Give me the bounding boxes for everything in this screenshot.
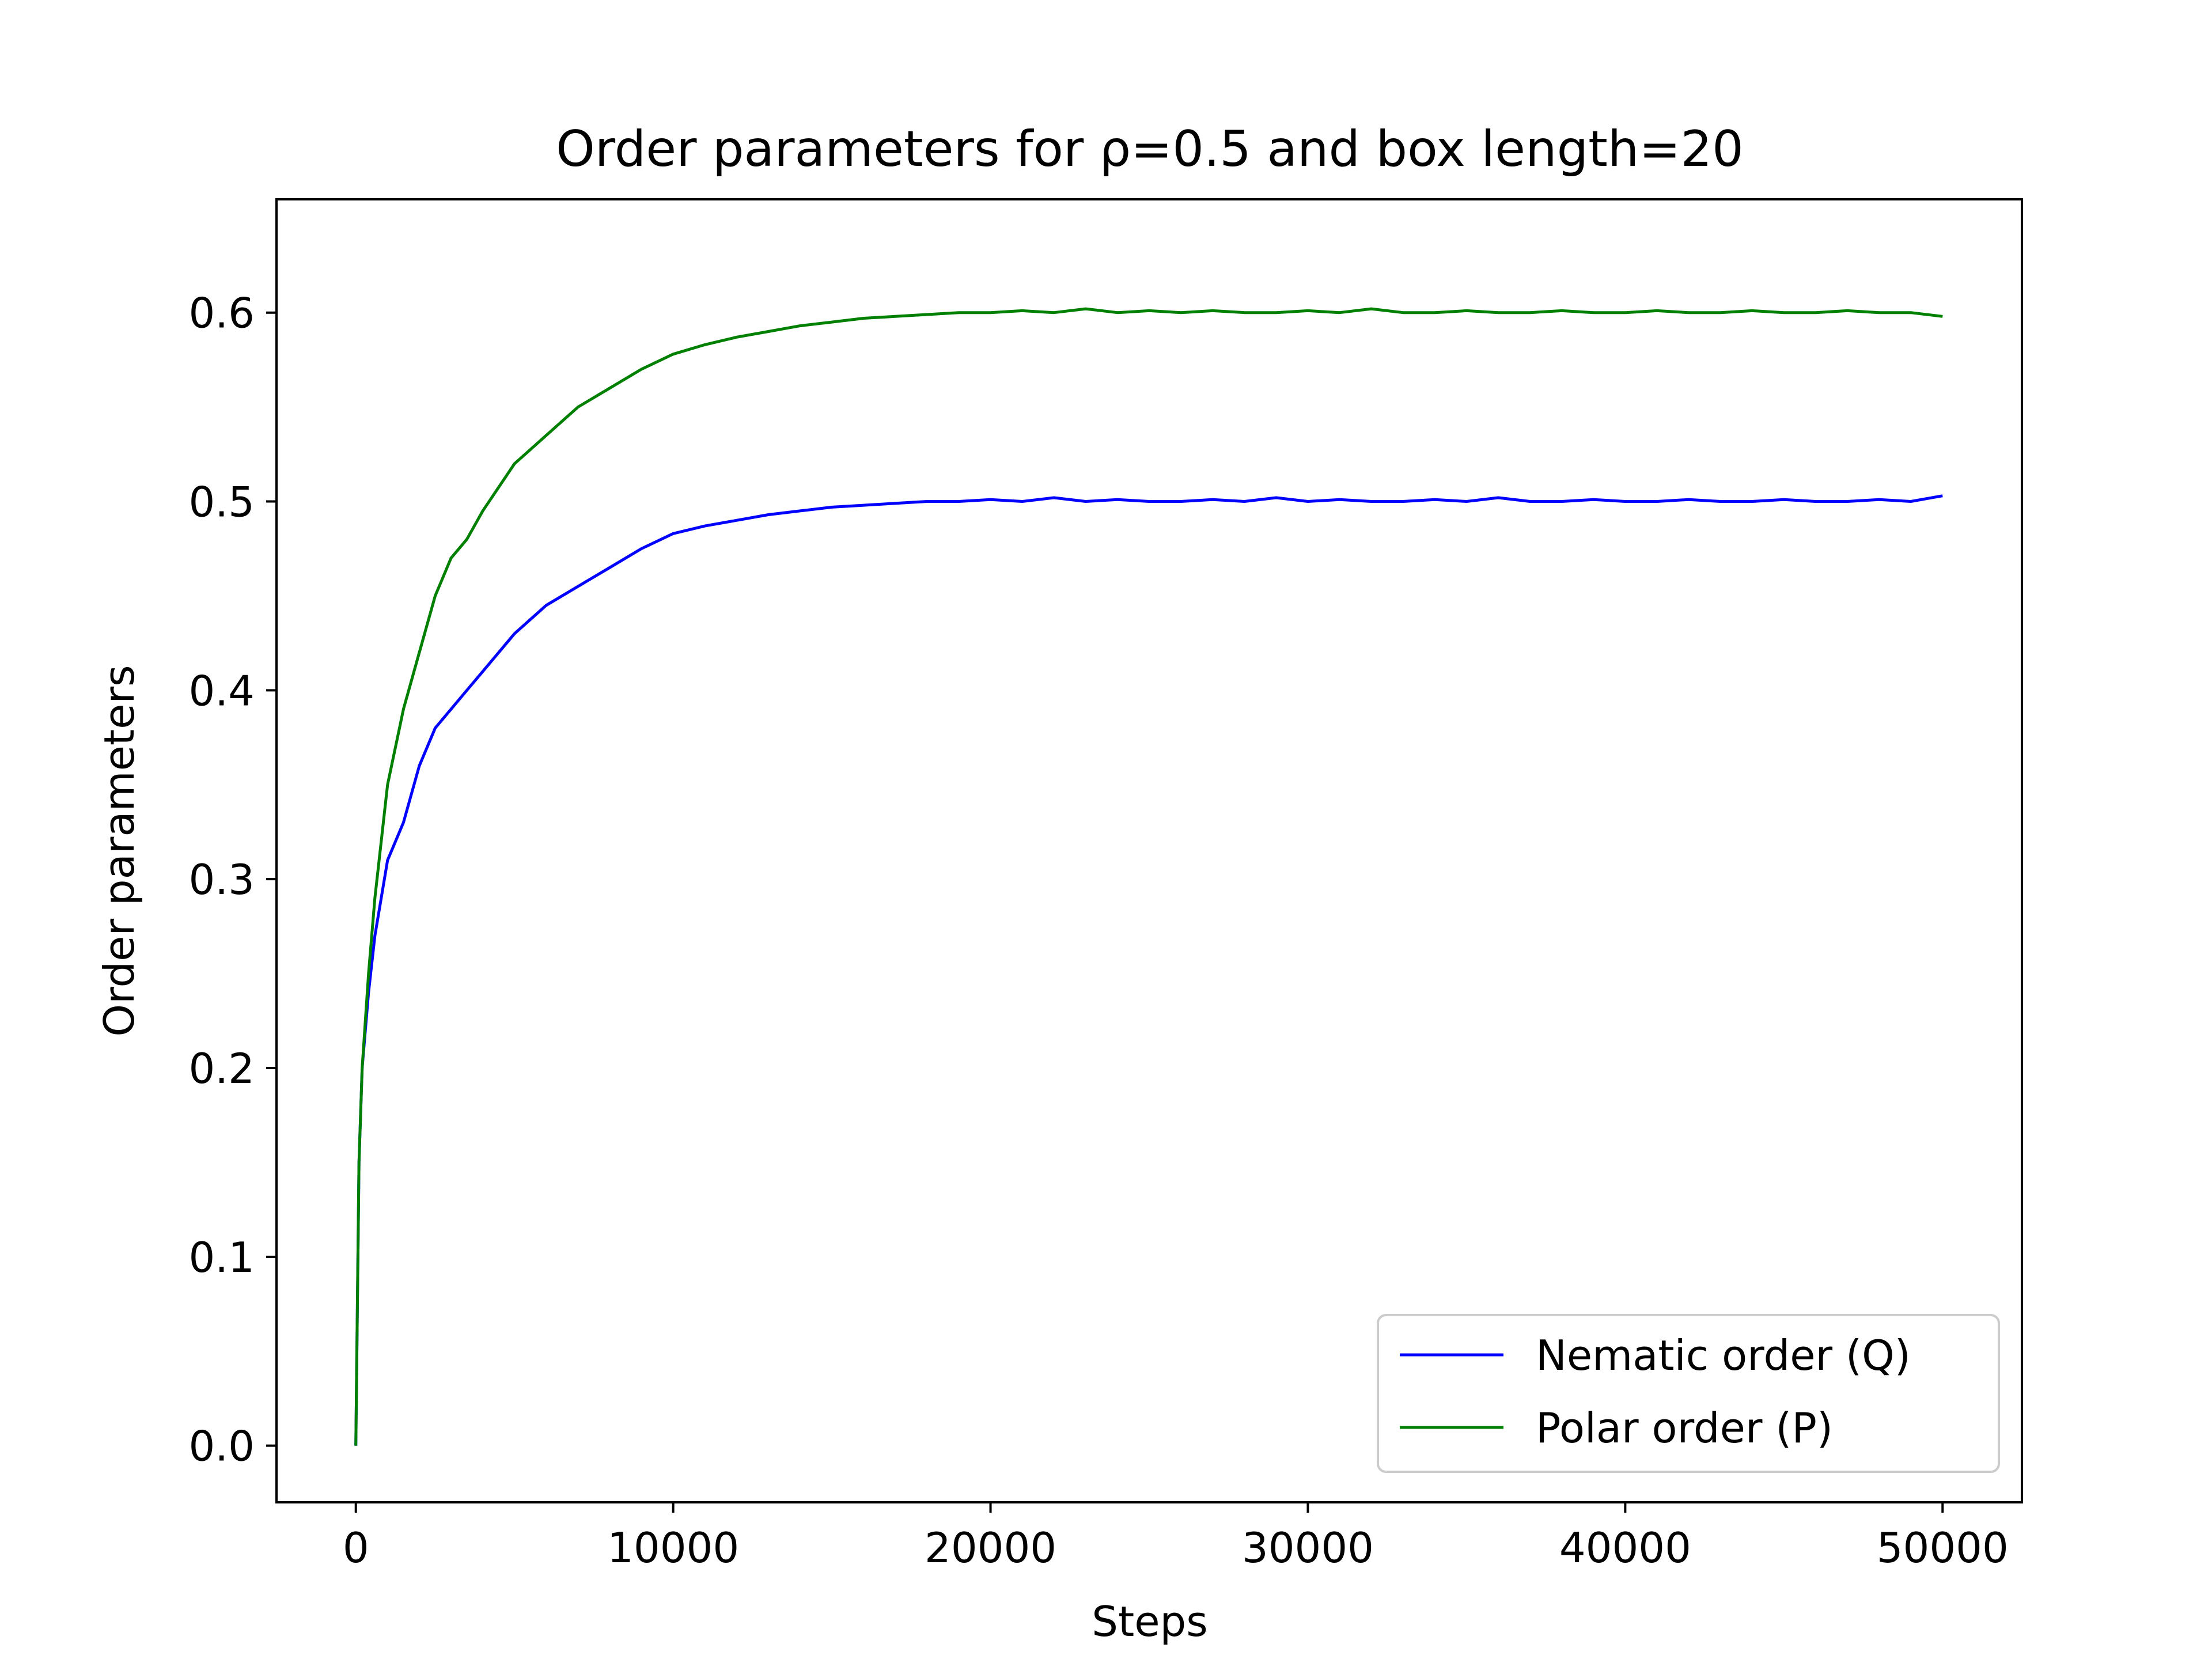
x-tick-label: 40000 [1559, 1524, 1691, 1572]
y-tick-label: 0.0 [188, 1422, 255, 1471]
x-tick-label: 10000 [607, 1524, 739, 1572]
legend-label-polar: Polar order (P) [1536, 1404, 1833, 1452]
x-tick-label: 30000 [1242, 1524, 1374, 1572]
y-tick-label: 0.2 [188, 1044, 255, 1093]
legend: Nematic order (Q) Polar order (P) [1377, 1314, 2000, 1473]
y-tick-label: 0.5 [188, 478, 255, 527]
y-tick-label: 0.6 [188, 289, 255, 338]
legend-box [1377, 1314, 2000, 1473]
x-tick-label: 20000 [925, 1524, 1056, 1572]
x-axis-label: Steps [1092, 1597, 1207, 1646]
x-tick-label: 0 [343, 1524, 369, 1572]
y-axis-label: Order parameters [95, 665, 143, 1036]
y-tick-label: 0.3 [188, 855, 255, 904]
series-layer [354, 307, 1943, 1446]
y-tick-label: 0.4 [188, 666, 255, 715]
x-tick-label: 50000 [1877, 1524, 2009, 1572]
legend-label-nematic: Nematic order (Q) [1536, 1331, 1911, 1380]
plot-frame [275, 198, 2023, 1503]
y-tick-label: 0.1 [188, 1233, 255, 1282]
series-line-polar [354, 307, 1943, 1446]
series-line-nematic [354, 494, 1943, 1446]
x-axis-ticks: 0 10000 20000 30000 40000 50000 [343, 1502, 2009, 1572]
plot-area [276, 199, 2022, 1502]
y-axis-ticks: 0.0 0.1 0.2 0.3 0.4 0.5 0.6 [188, 289, 276, 1471]
chart-title: Order parameters for ρ=0.5 and box lengt… [556, 120, 1744, 178]
